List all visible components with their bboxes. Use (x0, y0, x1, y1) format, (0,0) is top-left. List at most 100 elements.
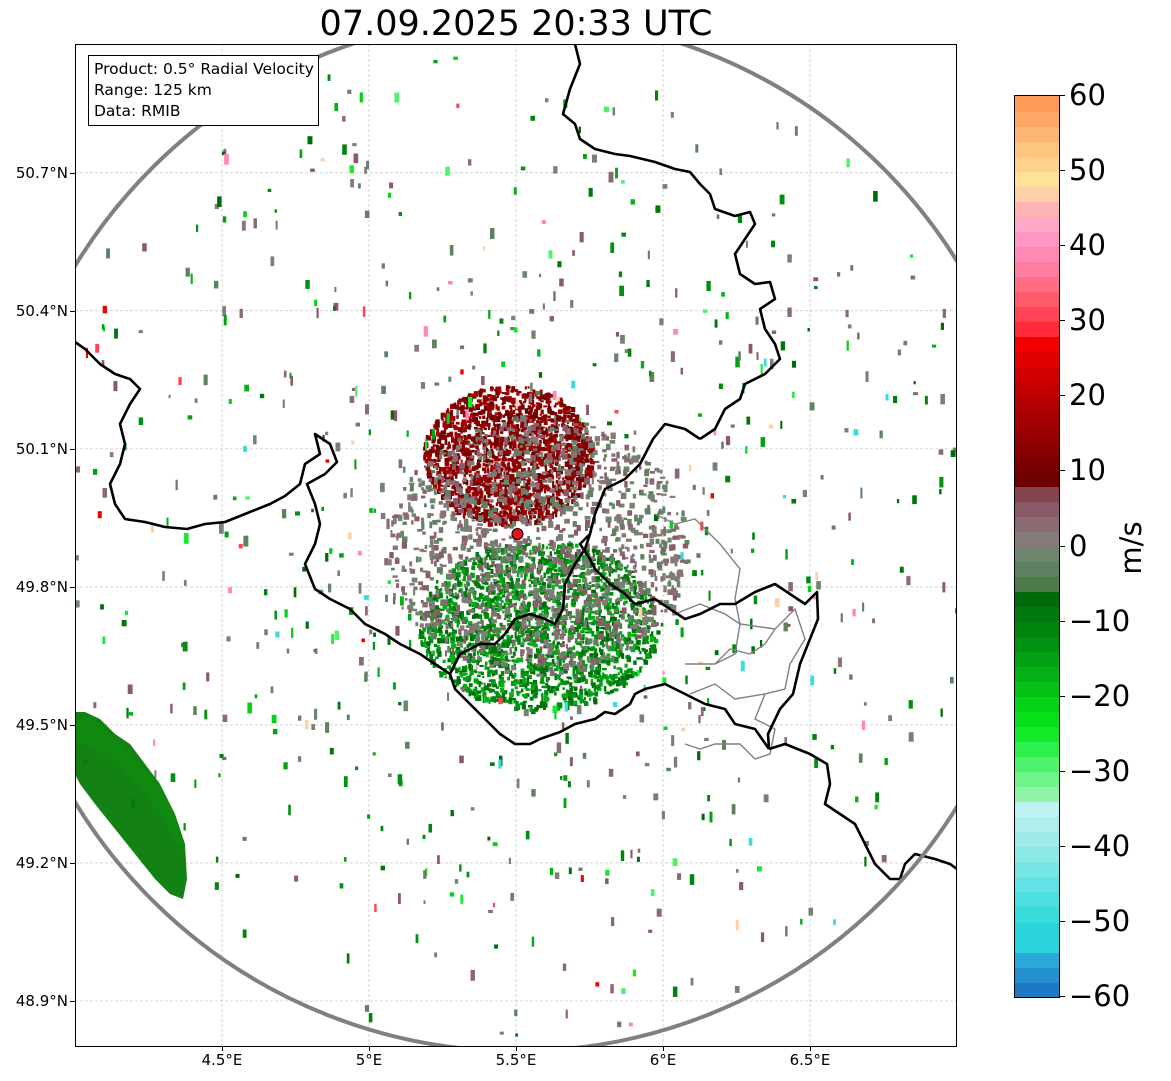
echo-pixel (492, 572, 499, 578)
echo-pixel (522, 401, 526, 404)
echo-pixel (526, 648, 533, 655)
echo-pixel (507, 487, 513, 494)
radar-map[interactable] (75, 44, 957, 1047)
echo-pixel (422, 531, 426, 535)
echo-pixel (638, 585, 643, 592)
echo-pixel (645, 597, 648, 601)
echo-pixel (518, 557, 524, 563)
echo-pixel (590, 682, 593, 686)
echo-pixel (487, 668, 490, 672)
echo-pixel (492, 414, 497, 420)
echo-pixel (506, 458, 511, 462)
echo-pixel (421, 517, 425, 524)
echo-pixel (511, 664, 516, 671)
echo-pixel (547, 504, 550, 510)
echo-pixel (427, 650, 431, 655)
echo-pixel (569, 656, 573, 663)
echo-pixel (511, 642, 514, 649)
echo-pixel (548, 426, 551, 430)
echo-pixel (630, 457, 636, 463)
echo-pixel (513, 538, 518, 543)
echo-pixel (478, 649, 484, 654)
echo-pixel (518, 391, 522, 394)
echo-pixel (601, 626, 605, 630)
echo-pixel (540, 452, 544, 459)
echo-pixel (631, 627, 637, 634)
echo-pixel (525, 519, 529, 527)
echo-pixel (446, 479, 451, 486)
echo-pixel (478, 565, 484, 571)
echo-pixel (468, 604, 472, 607)
echo-pixel (493, 389, 497, 392)
echo-pixel (507, 501, 513, 506)
echo-pixel (630, 570, 635, 574)
echo-pixel (555, 480, 559, 484)
echo-pixel (454, 650, 457, 654)
echo-pixel (489, 575, 494, 578)
echo-pixel (409, 476, 414, 483)
echo-pixel (567, 495, 570, 499)
echo-pixel (524, 605, 529, 609)
echo-pixel (618, 490, 622, 493)
echo-pixel (491, 671, 494, 677)
echo-pixel (540, 637, 545, 644)
echo-pixel (617, 677, 621, 682)
echo-pixel (626, 669, 631, 674)
echo-pixel (508, 697, 513, 702)
echo-pixel (560, 404, 564, 408)
echo-pixel (478, 475, 482, 479)
echo-pixel (515, 515, 520, 522)
echo-pixel (542, 627, 547, 631)
echo-pixel (484, 666, 490, 670)
echo-pixel (565, 420, 570, 423)
echo-pixel (621, 613, 624, 620)
echo-pixel (534, 653, 539, 659)
echo-pixel (485, 463, 489, 468)
echo-pixel (519, 401, 522, 405)
echo-pixel (473, 488, 476, 493)
echo-pixel (604, 655, 610, 659)
echo-pixel (447, 575, 452, 580)
echo-pixel (465, 426, 471, 430)
echo-pixel (584, 426, 588, 434)
echo-pixel (542, 560, 546, 563)
echo-pixel (582, 605, 587, 608)
echo-pixel (474, 491, 480, 496)
echo-pixel (614, 580, 620, 587)
echo-pixel (538, 667, 541, 671)
echo-pixel (564, 629, 568, 634)
echo-pixel (608, 597, 612, 604)
echo-pixel (559, 444, 562, 450)
echo-pixel (541, 525, 547, 532)
echo-pixel (437, 627, 442, 633)
echo-pixel (598, 633, 605, 640)
echo-pixel (614, 525, 619, 532)
echo-pixel (552, 641, 555, 648)
echo-pixel (451, 450, 455, 455)
echo-pixel (522, 538, 528, 544)
echo-pixel (666, 575, 672, 579)
echo-pixel (650, 607, 653, 611)
echo-pixel (501, 643, 505, 646)
echo-pixel (573, 529, 579, 536)
echo-pixel (633, 458, 639, 463)
echo-pixel (553, 569, 558, 572)
echo-pixel (558, 559, 564, 566)
echo-pixel (441, 634, 446, 641)
echo-pixel (548, 662, 553, 666)
echo-pixel (549, 488, 556, 493)
echo-pixel (482, 462, 486, 467)
echo-pixel (568, 700, 574, 706)
echo-pixel (554, 526, 560, 530)
echo-pixel (419, 482, 425, 486)
echo-pixel (471, 557, 477, 561)
radar-map-canvas (75, 44, 957, 1047)
echo-pixel (510, 405, 516, 408)
echo-pixel (474, 426, 478, 430)
echo-pixel (465, 423, 468, 429)
echo-pixel (439, 513, 445, 519)
echo-pixel (597, 687, 602, 691)
echo-pixel (512, 559, 517, 565)
echo-pixel (437, 537, 443, 542)
echo-pixel (552, 607, 559, 611)
